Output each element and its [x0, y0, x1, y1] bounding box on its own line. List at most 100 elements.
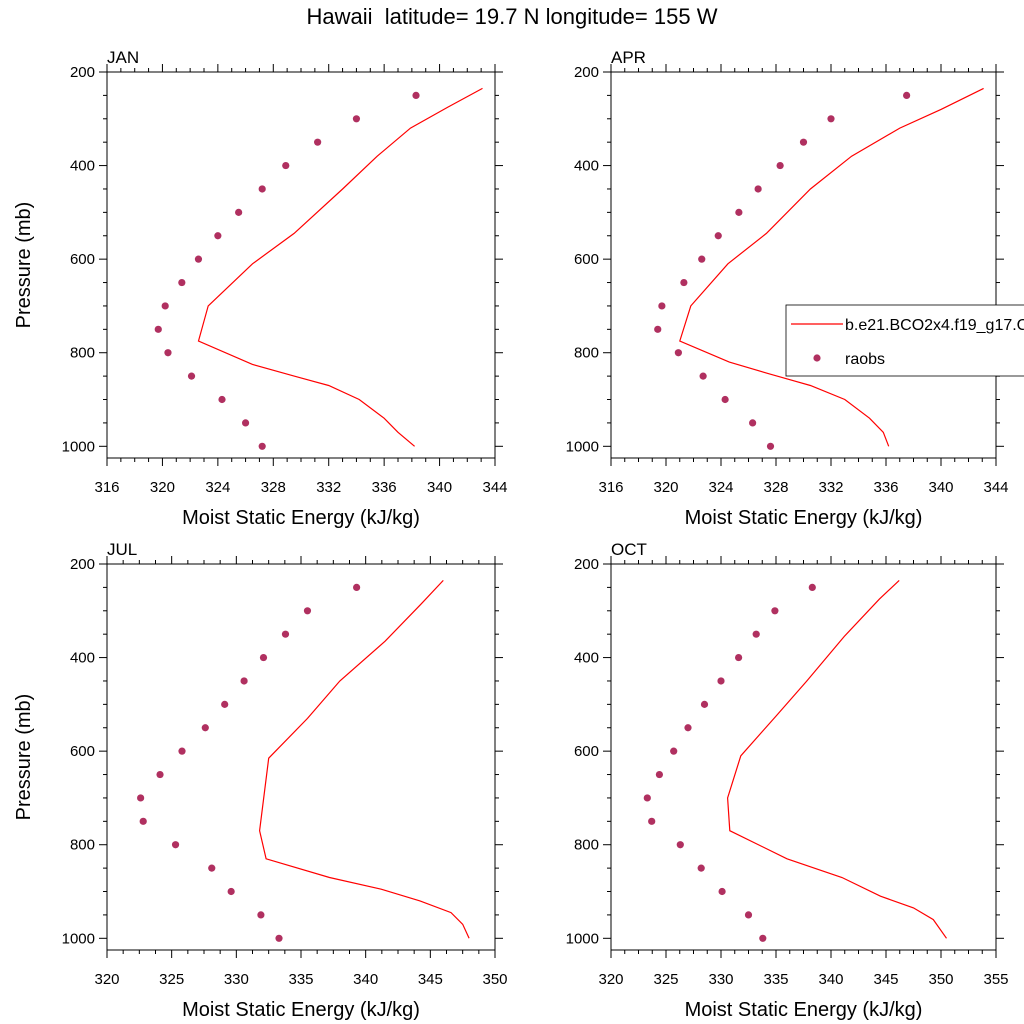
y-tick-label: 800 — [70, 345, 95, 362]
plot-frame-jan — [106, 71, 496, 459]
raobs-point — [240, 677, 248, 685]
raobs-point — [208, 864, 216, 872]
model-line-oct — [726, 579, 947, 939]
model-line-jul — [258, 579, 470, 939]
raobs-point — [643, 794, 651, 802]
y-tick-label: 1000 — [62, 438, 95, 455]
y-tick-label: 1000 — [566, 438, 599, 455]
x-tick-label: 328 — [763, 479, 788, 496]
raobs-point — [164, 349, 172, 357]
raobs-point — [218, 395, 226, 404]
raobs-point — [282, 161, 290, 170]
plot-frame-jul — [106, 563, 496, 951]
x-tick-label: 335 — [288, 971, 313, 988]
raobs-point — [903, 91, 911, 99]
panels-group: 316 320 324 328 332 336 340 344 200 400 600 800 1000… — [13, 48, 1009, 1021]
plot-frame-apr — [610, 71, 997, 459]
raobs-point — [275, 934, 283, 942]
raobs-point — [771, 607, 779, 615]
x-tick-label: 316 — [598, 479, 623, 496]
raobs-point — [412, 91, 420, 99]
x-axis-label: Moist Static Energy (kJ/kg) — [685, 999, 923, 1021]
raobs-point — [139, 817, 147, 825]
raobs-point — [698, 255, 706, 263]
raobs-point — [680, 278, 688, 287]
x-axis-label: Moist Static Energy (kJ/kg) — [182, 999, 420, 1021]
x-tick-label: 355 — [983, 971, 1008, 988]
x-tick-label: 332 — [818, 479, 843, 496]
legend-label-raobs: raobs — [845, 351, 885, 368]
x-tick-label: 320 — [598, 971, 623, 988]
y-tick-label: 200 — [574, 556, 599, 573]
raobs-point — [137, 794, 145, 802]
y-tick-label: 800 — [574, 837, 599, 854]
x-axis-label: Moist Static Energy (kJ/kg) — [182, 507, 420, 529]
raobs-point — [258, 442, 266, 450]
raobs-point — [178, 278, 186, 287]
raobs-point — [808, 583, 816, 591]
plot-frame-oct — [610, 563, 997, 951]
y-axis-label: Pressure (mb) — [13, 202, 35, 329]
x-tick-label: 345 — [418, 971, 443, 988]
y-tick-label: 400 — [70, 158, 95, 175]
x-tick-label: 332 — [316, 479, 341, 496]
raobs-point — [201, 724, 209, 732]
raobs-point — [699, 372, 707, 380]
raobs-point — [352, 115, 361, 123]
x-tick-label: 340 — [427, 479, 452, 496]
x-tick-label: 320 — [94, 971, 119, 988]
y-tick-label: 1000 — [62, 930, 95, 947]
legend-label-model: b.e21.BCO2x4.f19_g17.CMIP6- — [845, 317, 1024, 334]
raobs-point — [776, 161, 784, 170]
raobs-point — [161, 302, 169, 310]
panel-label-oct: OCT — [611, 540, 647, 559]
raobs-point — [154, 325, 162, 333]
legend: b.e21.BCO2x4.f19_g17.CMIP6-raobs — [785, 304, 1024, 377]
raobs-point — [156, 770, 164, 779]
x-tick-label: 320 — [653, 479, 678, 496]
model-line-jan — [197, 87, 483, 447]
panel-jan: 316 320 324 328 332 336 340 344 200 400 600 800 1000… — [13, 48, 508, 529]
raobs-point — [221, 700, 229, 708]
y-tick-label: 600 — [70, 743, 95, 760]
raobs-point — [759, 934, 767, 942]
raobs-point — [314, 138, 322, 146]
y-tick-label: 200 — [574, 64, 599, 81]
raobs-point — [749, 419, 757, 427]
raobs-point — [714, 232, 722, 240]
raobs-point — [654, 325, 662, 333]
x-tick-label: 350 — [482, 971, 507, 988]
raobs-point — [241, 419, 250, 427]
x-tick-label: 330 — [224, 971, 249, 988]
raobs-point — [744, 911, 753, 919]
y-tick-label: 800 — [70, 837, 95, 854]
raobs-point — [227, 887, 235, 896]
x-tick-label: 340 — [818, 971, 843, 988]
raobs-point — [684, 724, 692, 732]
model-line-apr — [679, 87, 984, 447]
panel-jul: 320 325 330 335 340 345 350 200 400 600 800 1000 JUL… — [13, 540, 508, 1021]
x-tick-label: 345 — [873, 971, 898, 988]
panel-label-jan: JAN — [107, 48, 139, 67]
x-tick-label: 320 — [150, 479, 175, 496]
raobs-point — [353, 583, 361, 591]
raobs-point — [281, 630, 290, 638]
x-tick-label: 336 — [372, 479, 397, 496]
x-tick-label: 340 — [353, 971, 378, 988]
panel-oct: 320 325 330 335 340 345 350 355 200 400 600 800 1000… — [566, 540, 1009, 1021]
raobs-point — [735, 653, 743, 662]
x-axis-label: Moist Static Energy (kJ/kg) — [685, 507, 923, 529]
raobs-point — [670, 747, 678, 755]
panel-label-jul: JUL — [107, 540, 137, 559]
raobs-point — [717, 677, 725, 685]
y-tick-label: 400 — [70, 650, 95, 667]
raobs-point — [697, 864, 705, 872]
y-tick-label: 800 — [574, 345, 599, 362]
raobs-point — [752, 630, 760, 638]
raobs-point — [766, 442, 775, 450]
raobs-point — [655, 770, 664, 779]
raobs-point — [721, 395, 729, 404]
y-axis-label: Pressure (mb) — [13, 694, 35, 821]
y-tick-label: 1000 — [566, 930, 599, 947]
